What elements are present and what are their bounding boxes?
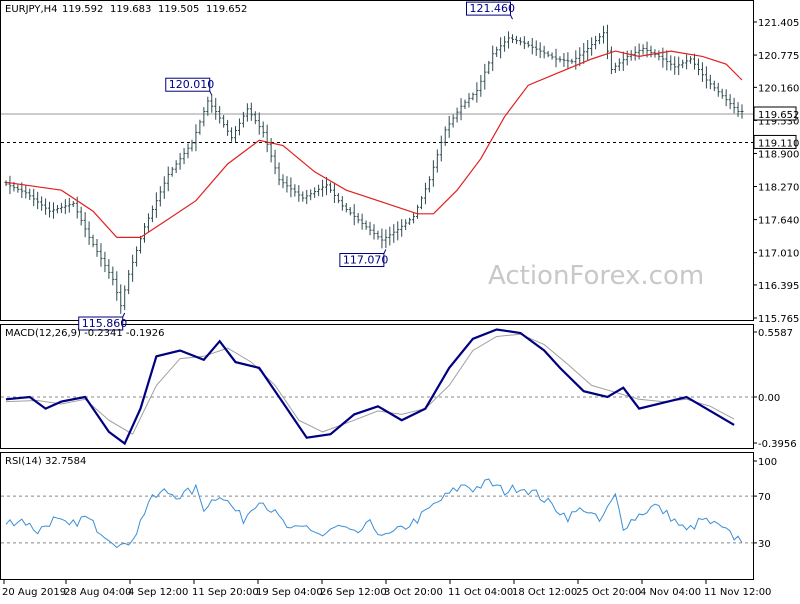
macd-axis-label: 0.00	[758, 393, 780, 404]
time-axis-label: 11 Sep 20:00	[192, 587, 259, 598]
price-axis-label: 118.270	[758, 183, 799, 194]
callout-connector	[209, 90, 213, 96]
price-callout: 115.860	[78, 312, 128, 331]
rsi-panel-frame	[0, 452, 754, 580]
support-level-tag-label: 119.110	[758, 138, 799, 149]
callout-connector	[383, 249, 387, 254]
macd-panel-frame	[0, 324, 754, 449]
callout-label: 120.010	[169, 78, 215, 91]
price-axis-label: 121.405	[758, 18, 799, 29]
price-axis-label: 115.765	[758, 314, 799, 325]
price-callout: 121.460	[465, 1, 515, 20]
moving-average-line	[5, 50, 743, 238]
macd-signal-line	[5, 333, 735, 435]
axes: 121.405 120.775 120.160 119.530 118.900 118.2…	[2, 18, 799, 598]
time-axis-label: 19 Sep 04:00	[256, 587, 323, 598]
current-price-tag-box	[753, 106, 797, 121]
price-axis-label: 118.900	[758, 149, 799, 160]
callout-connector	[510, 14, 513, 20]
callout-box	[465, 1, 511, 16]
time-axis-label: 20 Aug 2019	[2, 587, 66, 598]
callout-label: 117.070	[343, 254, 389, 267]
rsi-line	[5, 478, 743, 549]
current-price-tag-label: 119.652	[758, 110, 799, 121]
chart-header-high: 119.683	[110, 4, 151, 15]
rsi-panel-title: RSI(14) 32.7584	[5, 456, 86, 467]
price-axis-label: 117.010	[758, 249, 799, 260]
price-callout: 120.010	[165, 77, 215, 96]
time-axis-label: 25 Oct 20:00	[576, 587, 641, 598]
time-axis-label: 18 Oct 12:00	[512, 587, 577, 598]
rsi-axis-label: 100	[758, 457, 777, 468]
callout-label: 121.460	[469, 2, 515, 15]
price-axis-label: 120.160	[758, 83, 799, 94]
macd-axis-label: 0.5587	[758, 328, 793, 339]
price-axis-label: 119.530	[758, 116, 799, 127]
price-axis-label: 120.775	[758, 51, 799, 62]
time-axis-label: 4 Sep 12:00	[128, 587, 188, 598]
support-level-tag: 119.110	[753, 134, 799, 149]
rsi-panel	[1, 478, 753, 549]
chart-header-close: 119.652	[206, 4, 247, 15]
rsi-axis-label: 70	[758, 492, 771, 503]
watermark: ActionForex.com	[488, 261, 704, 291]
support-level-tag-box	[753, 134, 797, 149]
current-price-tag: 119.652	[753, 106, 799, 121]
callout-box	[339, 253, 385, 268]
time-axis-label: 3 Oct 20:00	[384, 587, 443, 598]
callout-label: 115.860	[82, 317, 128, 330]
macd-panel	[1, 328, 753, 446]
chart-header-symbol: EURJPY,H4	[5, 4, 58, 15]
price-callout: 117.070	[339, 249, 389, 268]
price-axis-label: 117.640	[758, 216, 799, 227]
rsi-axis-label: 30	[758, 539, 771, 550]
callout-box	[165, 77, 211, 92]
time-axis-label: 11 Nov 12:00	[704, 587, 771, 598]
price-panel: 115.860 120.010 117.070 121.460	[1, 1, 753, 331]
callout-box	[78, 316, 124, 331]
time-axis-label: 11 Oct 04:00	[448, 587, 513, 598]
chart-header-open: 119.592	[62, 4, 103, 15]
macd-line	[5, 328, 735, 446]
macd-panel-title: MACD(12,26,9) -0.2341 -0.1926	[5, 328, 165, 339]
chart-header-low: 119.505	[158, 4, 199, 15]
macd-axis-label: -0.3956	[758, 439, 797, 450]
price-axis-label: 116.395	[758, 281, 799, 292]
time-axis-label: 28 Aug 04:00	[64, 587, 131, 598]
callout-connector	[122, 312, 126, 318]
time-axis-label: 4 Nov 04:00	[640, 587, 701, 598]
time-axis-label: 26 Sep 12:00	[320, 587, 387, 598]
price-panel-frame	[0, 0, 754, 321]
